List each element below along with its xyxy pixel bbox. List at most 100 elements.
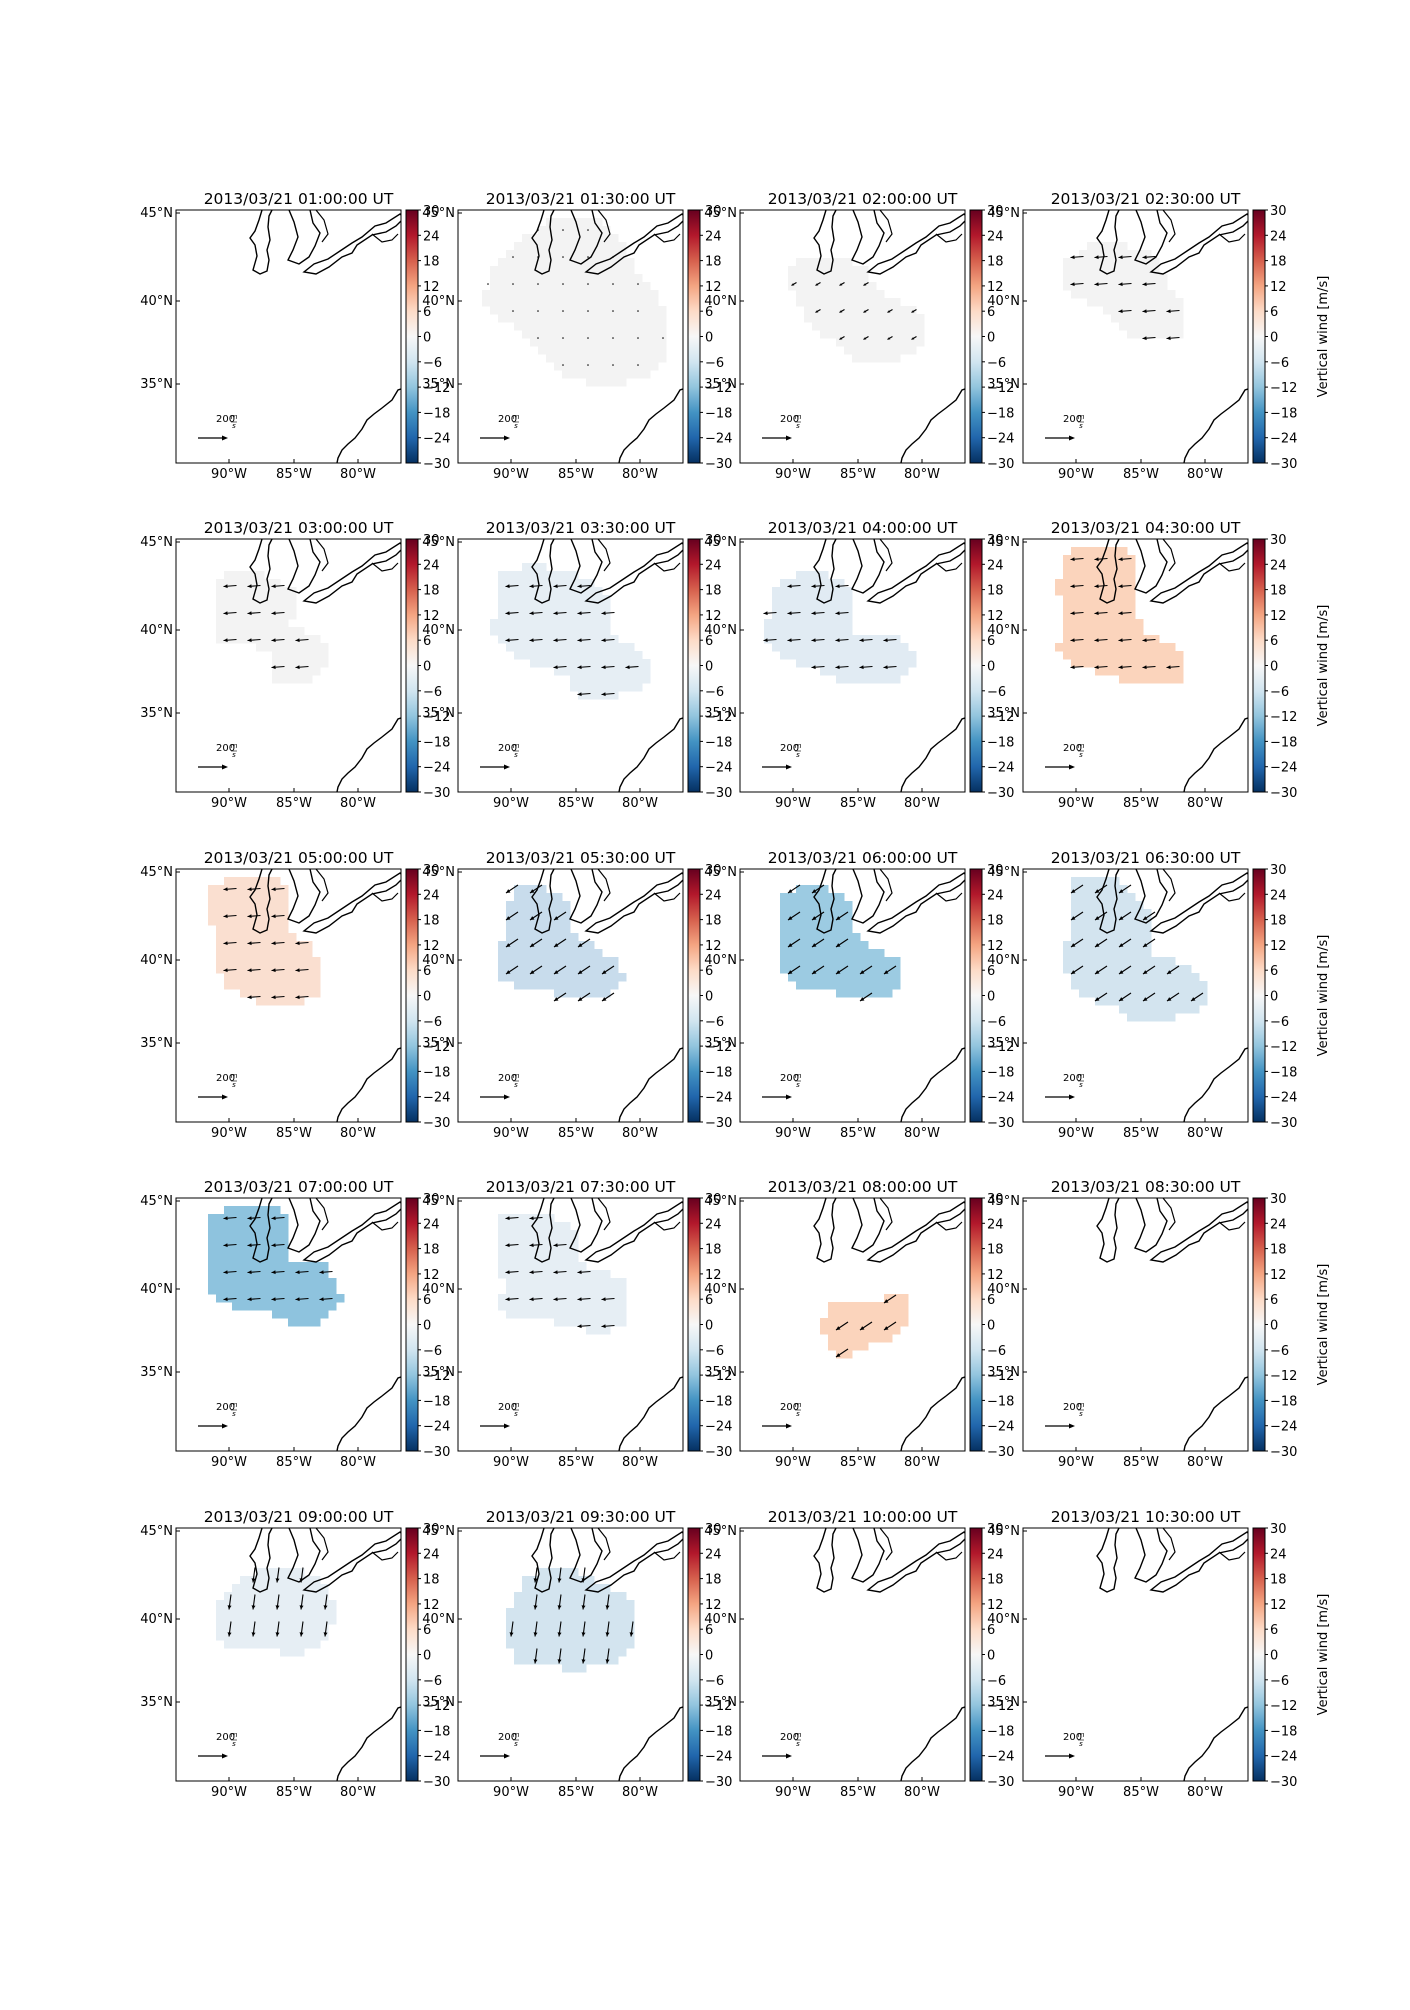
wind-arrow — [509, 1621, 514, 1637]
latitude-tick-label: 40°N — [140, 1612, 173, 1627]
colorbar-tick-label: 30 — [987, 1192, 1004, 1207]
wind-arrow — [557, 1621, 562, 1637]
wind-arrow — [1070, 557, 1084, 562]
wind-arrow — [605, 1648, 610, 1664]
reference-arrow-label: 200 — [216, 1073, 235, 1084]
colorbar: 30 24 18 12 6 0 −6 −12 −18 −24 −30 Vertical wind [m… — [1252, 1192, 1331, 1460]
longitude-tick-label: 80°W — [622, 1126, 658, 1141]
colorbar-tick-label: 24 — [705, 1217, 722, 1232]
colorbar-tick-label: −30 — [423, 1445, 450, 1460]
wind-arrow — [247, 968, 261, 973]
panel-title: 2013/03/21 04:30:00 UT — [1051, 519, 1241, 537]
reference-unit-numerator: m — [513, 742, 520, 750]
colorbar-tick-label: 12 — [987, 939, 1004, 954]
wind-arrow — [662, 337, 664, 339]
colorbar-tick-label: −30 — [987, 1116, 1014, 1131]
longitude-tick-label: 80°W — [340, 1785, 376, 1800]
longitude-tick-label: 85°W — [1123, 467, 1159, 482]
wind-vector-field — [505, 584, 639, 697]
vertical-wind-region — [216, 571, 329, 684]
reference-unit-denominator: s — [232, 1081, 236, 1089]
colorbar-tick-label: 18 — [423, 255, 440, 270]
wind-arrow — [587, 229, 589, 231]
colorbar-tick-label: 12 — [423, 280, 440, 295]
reference-unit-denominator: s — [514, 422, 518, 430]
wind-arrow — [247, 584, 261, 589]
panel-title: 2013/03/21 08:00:00 UT — [768, 1178, 958, 1196]
wind-arrow — [271, 1243, 285, 1248]
wind-arrow — [859, 1321, 873, 1331]
wind-arrow — [863, 309, 869, 313]
wind-arrow — [787, 938, 801, 948]
map-frame — [457, 1527, 684, 1782]
colorbar-tick-label: 18 — [987, 1243, 1004, 1258]
longitude-tick-label: 90°W — [211, 796, 247, 811]
colorbar-tick-label: −30 — [705, 1445, 732, 1460]
wind-arrow — [787, 911, 801, 921]
vertical-wind-region — [498, 1214, 627, 1335]
wind-arrow — [811, 884, 825, 894]
colorbar-tick-label: 6 — [1270, 634, 1278, 649]
panel-title: 2013/03/21 09:30:00 UT — [486, 1508, 676, 1526]
colorbar-tick-label: −12 — [423, 381, 450, 396]
wind-arrow — [553, 665, 567, 670]
colorbar-tick-label: −24 — [1270, 1091, 1297, 1106]
wind-arrow — [223, 1243, 237, 1248]
colorbar-tick-label: 24 — [423, 558, 440, 573]
longitude-tick-label: 80°W — [340, 467, 376, 482]
colorbar-tick-label: −30 — [1270, 1445, 1297, 1460]
colorbar-tick-label: 6 — [423, 1623, 431, 1638]
colorbar-tick-label: −6 — [423, 1344, 442, 1359]
colorbar: 30 24 18 12 6 0 −6 −12 −18 −24 −30 Vertical wind [m… — [1252, 1522, 1331, 1790]
reference-arrow-label: 200 — [216, 414, 235, 425]
latitude-tick-label: 40°N — [704, 1612, 737, 1627]
latitude-tick-label: 40°N — [987, 953, 1020, 968]
longitude-tick-label: 85°W — [276, 1126, 312, 1141]
colorbar-tick-label: 12 — [1270, 1268, 1287, 1283]
wind-arrow — [835, 665, 849, 670]
colorbar-tick-label: −12 — [987, 1369, 1014, 1384]
panel-title: 2013/03/21 01:30:00 UT — [486, 190, 676, 208]
map-frame — [739, 1197, 966, 1452]
colorbar-tick-label: −24 — [423, 1420, 450, 1435]
wind-arrow — [247, 1216, 261, 1221]
wind-arrow — [271, 914, 285, 919]
colorbar-tick-label: 6 — [705, 1623, 713, 1638]
colorbar-tick-label: 6 — [1270, 1623, 1278, 1638]
longitude-tick-label: 80°W — [622, 1455, 658, 1470]
wind-arrow — [612, 283, 614, 285]
wind-arrow — [1118, 884, 1132, 894]
colorbar-tick-label: −30 — [423, 1116, 450, 1131]
colorbar-tick-label: 24 — [987, 558, 1004, 573]
wind-arrow — [223, 914, 237, 919]
colorbar-tick-label: −24 — [1270, 761, 1297, 776]
wind-arrow — [533, 1648, 538, 1664]
reference-arrow-label: 200 — [216, 1732, 235, 1743]
wind-arrow — [553, 1243, 567, 1248]
wind-arrow — [883, 1294, 897, 1304]
colorbar-tick-label: −24 — [705, 1420, 732, 1435]
panel-title: 2013/03/21 07:30:00 UT — [486, 1178, 676, 1196]
colorbar-tick-label: −24 — [1270, 1750, 1297, 1765]
colorbar-tick-label: −24 — [705, 1750, 732, 1765]
colorbar-tick-label: 24 — [987, 888, 1004, 903]
colorbar-tick-label: −24 — [705, 761, 732, 776]
wind-arrow — [1118, 309, 1132, 314]
wind-arrow — [1118, 965, 1132, 975]
wind-arrow — [911, 309, 917, 313]
wind-vector-field — [787, 884, 897, 1002]
wind-arrow — [577, 938, 591, 948]
colorbar: 30 24 18 12 6 0 −6 −12 −18 −24 −30 Vertical wind [m… — [1252, 533, 1331, 801]
wind-arrow — [295, 1270, 309, 1275]
latitude-tick-label: 35°N — [140, 377, 173, 392]
wind-vector-field — [223, 584, 309, 670]
wind-arrow — [1118, 557, 1132, 562]
latitude-tick-label: 35°N — [422, 377, 455, 392]
